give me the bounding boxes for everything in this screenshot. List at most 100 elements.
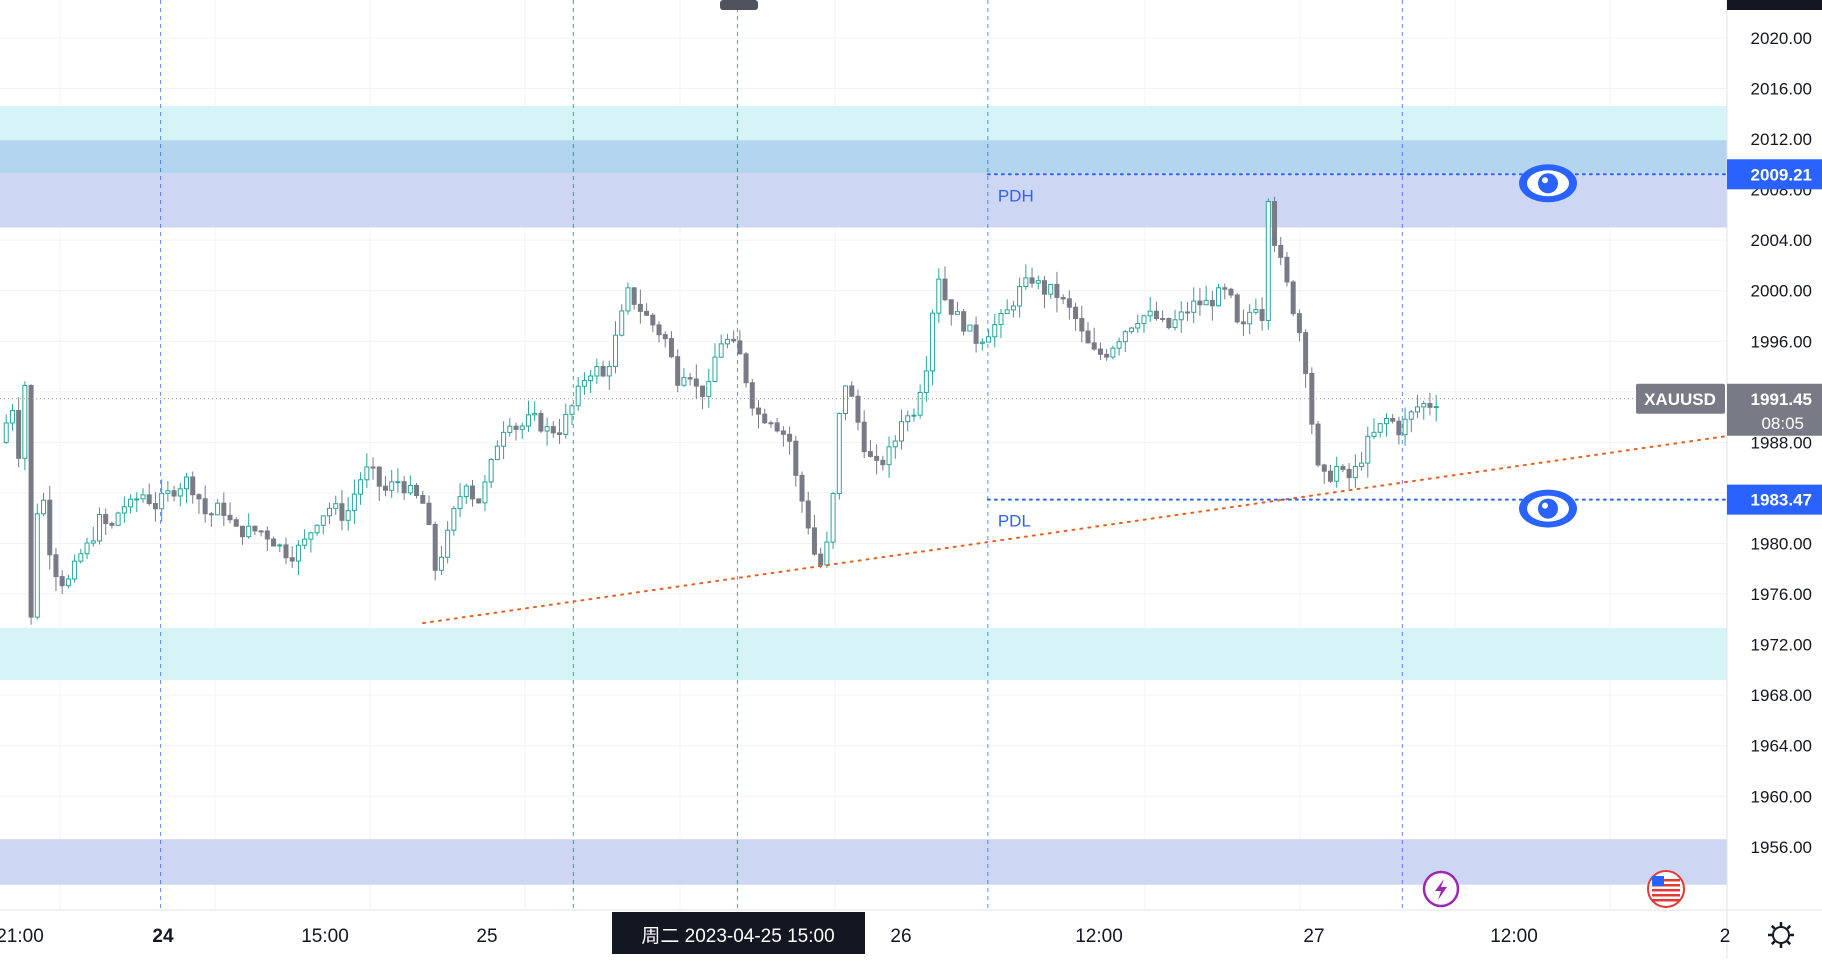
candle-body — [9, 410, 15, 424]
candle-body — [34, 513, 40, 618]
candle-body — [327, 507, 333, 517]
candle-body — [501, 431, 507, 447]
candle-body — [1390, 418, 1396, 422]
candle-body — [737, 340, 743, 355]
candle-body — [72, 560, 78, 580]
candle-body — [1421, 403, 1427, 408]
eye-icon[interactable] — [1519, 489, 1577, 528]
candle-body — [90, 540, 96, 544]
candle-body — [693, 378, 699, 387]
candle-body — [1209, 299, 1215, 307]
candle-body — [1129, 327, 1135, 333]
candle-body — [103, 514, 109, 525]
candle-body — [302, 538, 308, 546]
candle-body — [16, 410, 22, 459]
y-tick-label: 2000.00 — [1751, 282, 1812, 301]
candle-body — [364, 466, 370, 481]
candle-body — [258, 530, 264, 533]
candle-body — [463, 485, 469, 498]
candle-body — [1004, 309, 1010, 315]
candle-body — [1278, 244, 1284, 258]
candle-body — [575, 385, 581, 407]
candle-body — [917, 391, 923, 416]
candle-body — [165, 490, 171, 494]
candle-body — [308, 532, 314, 540]
y-tick-label: 1988.00 — [1751, 433, 1812, 452]
candle-body — [1010, 305, 1016, 311]
price-badges: 2009.21 1983.47 XAUUSD 1991.45 08:05 — [720, 0, 1822, 515]
candle-body — [656, 324, 662, 336]
last-price-text: 1991.45 — [1751, 390, 1812, 409]
x-tick-label: 12:00 — [1490, 926, 1538, 947]
candles — [3, 196, 1439, 625]
price-zone — [0, 628, 1727, 680]
candle-body — [289, 557, 295, 562]
candle-body — [619, 310, 625, 336]
candle-body — [768, 422, 774, 425]
candle-body — [1340, 466, 1346, 470]
candle-body — [1178, 311, 1184, 321]
y-tick-label: 2012.00 — [1751, 130, 1812, 149]
candle-body — [675, 356, 681, 386]
candle-body — [886, 446, 892, 466]
candle-body — [96, 514, 102, 542]
lightning-icon[interactable] — [1422, 870, 1460, 908]
level-price-badge — [1727, 159, 1822, 190]
gear-icon[interactable] — [1768, 922, 1794, 948]
candle-body — [1147, 310, 1153, 317]
candle-body — [681, 377, 687, 386]
y-tick-label: 2004.00 — [1751, 231, 1812, 250]
candle-body — [588, 375, 594, 382]
candle-body — [115, 512, 121, 526]
candle-body — [787, 433, 793, 442]
candle-body — [78, 553, 84, 562]
candle-body — [644, 310, 650, 316]
time-axis[interactable]: 21:00 24 15:00 25 26 12:00 27 12:00 2 周二 2023-04-… — [0, 909, 1822, 954]
candle-body — [1122, 331, 1128, 343]
candle-body — [1334, 466, 1340, 482]
candle-body — [202, 498, 208, 515]
candle-body — [1402, 418, 1408, 436]
candle-body — [662, 334, 668, 340]
symbol-badge — [1636, 383, 1725, 414]
candle-body — [47, 499, 53, 556]
candle-body — [22, 384, 28, 459]
us-flag-icon-stripe — [1652, 899, 1680, 902]
y-tick-label: 1996.00 — [1751, 332, 1812, 351]
candle-body — [942, 278, 948, 301]
last-price-badge — [1727, 383, 1822, 436]
price-zone — [0, 140, 1727, 174]
candle-body — [41, 499, 47, 515]
candle-body — [631, 287, 637, 305]
us-flag-icon-stripe — [1652, 889, 1680, 892]
candle-body — [1259, 309, 1265, 321]
us-flag-icon[interactable] — [1647, 870, 1685, 908]
level-price-text: 1983.47 — [1751, 491, 1812, 510]
gear-icon-tooth — [1786, 924, 1792, 930]
candle-body — [755, 407, 761, 415]
y-tick-label: 2020.00 — [1751, 29, 1812, 48]
eye-icon[interactable] — [1519, 164, 1577, 203]
candle-body — [930, 312, 936, 372]
candle-body — [171, 490, 177, 497]
candle-body — [1359, 462, 1365, 468]
candle-body — [1066, 298, 1072, 308]
candle-body — [954, 311, 960, 315]
candle-body — [700, 385, 706, 397]
candle-body — [973, 324, 979, 344]
candle-body — [1415, 406, 1421, 413]
trendline[interactable] — [422, 435, 1728, 625]
candle-body — [1377, 423, 1383, 433]
candle-body — [1035, 280, 1041, 284]
x-tick-label: 12:00 — [1075, 926, 1123, 947]
candle-body — [538, 412, 544, 432]
candle-body — [830, 493, 836, 543]
candle-body — [563, 413, 569, 435]
candle-body — [177, 488, 183, 497]
candle-body — [1272, 201, 1278, 246]
candle-body — [513, 425, 519, 430]
x-tick-label: 15:00 — [301, 926, 349, 947]
candle-body — [1309, 372, 1315, 425]
